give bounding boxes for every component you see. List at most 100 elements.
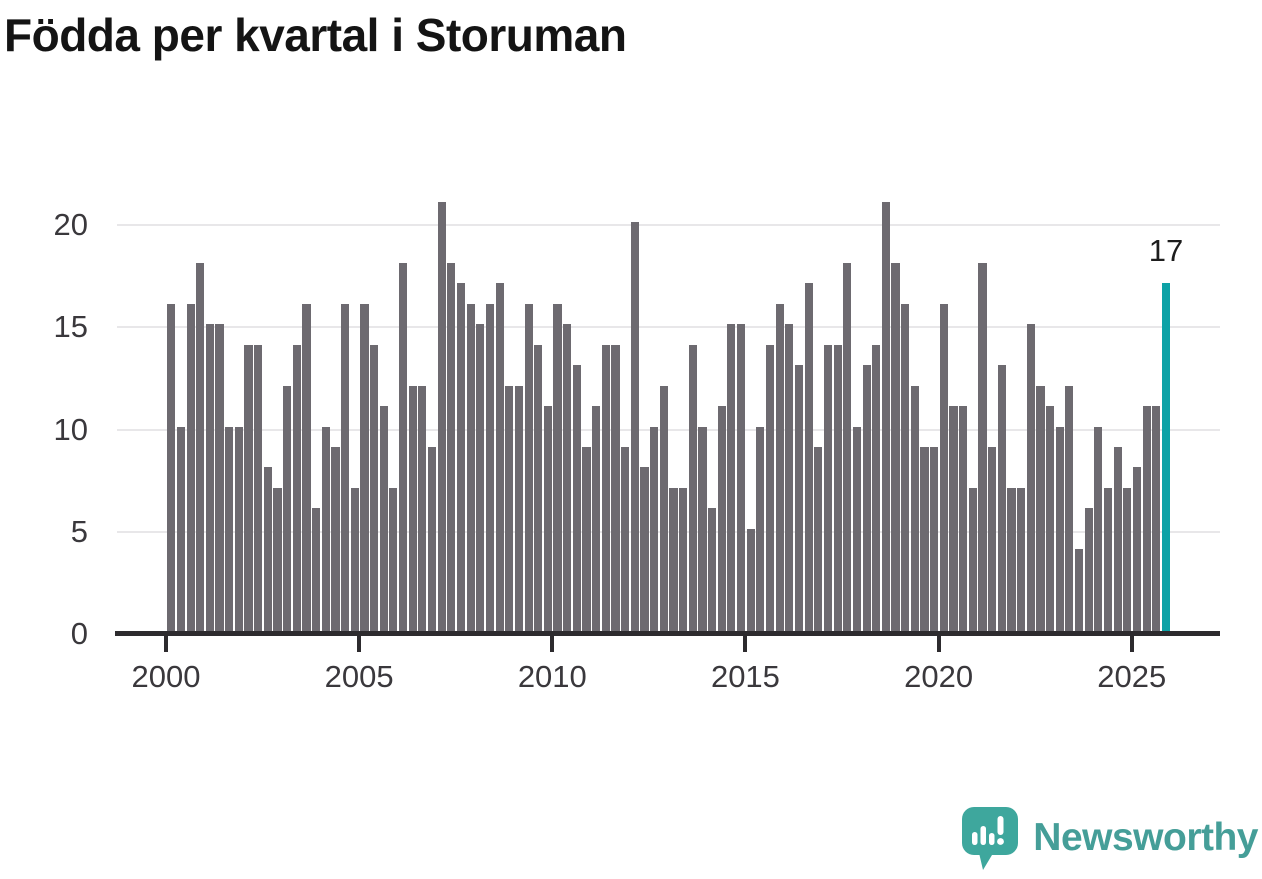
bar-2013-q3 bbox=[688, 344, 697, 631]
x-axis-line bbox=[115, 631, 1220, 636]
x-tick-2000 bbox=[164, 636, 168, 652]
bar-2018-q4 bbox=[891, 262, 900, 631]
bar-2023-q1 bbox=[1055, 426, 1064, 631]
bar-2006-q3 bbox=[418, 385, 427, 631]
bar-2000-q1 bbox=[167, 303, 176, 631]
bar-2020-q3 bbox=[959, 406, 968, 631]
bar-2023-q2 bbox=[1065, 385, 1074, 631]
bar-2011-q1 bbox=[592, 406, 601, 631]
bar-2019-q1 bbox=[901, 303, 910, 631]
bar-2019-q2 bbox=[910, 385, 919, 631]
bar-2012-q4 bbox=[659, 385, 668, 631]
bar-2008-q2 bbox=[485, 303, 495, 631]
gridline-y-20 bbox=[117, 224, 1220, 226]
bar-2007-q1 bbox=[437, 201, 446, 631]
bar-2019-q4 bbox=[930, 446, 939, 631]
bar-2016-q1 bbox=[785, 324, 794, 631]
bar-2014-q3 bbox=[727, 324, 736, 631]
bar-2006-q4 bbox=[427, 446, 437, 631]
bar-2005-q1 bbox=[360, 303, 369, 631]
bar-2012-q1 bbox=[630, 222, 639, 631]
bar-2021-q4 bbox=[1007, 487, 1016, 631]
x-axis-label-2005: 2005 bbox=[324, 659, 394, 694]
bar-2024-q1 bbox=[1094, 426, 1103, 631]
bar-2012-q3 bbox=[650, 426, 659, 631]
bar-2017-q3 bbox=[843, 262, 852, 631]
bar-2016-q4 bbox=[814, 446, 823, 631]
bar-2001-q1 bbox=[205, 324, 214, 631]
bar-2004-q2 bbox=[331, 446, 340, 631]
x-axis-label-2000: 2000 bbox=[131, 659, 201, 694]
x-axis-label-2015: 2015 bbox=[710, 659, 780, 694]
y-axis-label-5: 5 bbox=[70, 513, 88, 549]
y-axis-label-0: 0 bbox=[70, 616, 88, 651]
bar-2017-q1 bbox=[823, 344, 833, 631]
bar-2017-q4 bbox=[852, 426, 862, 631]
bar-2005-q2 bbox=[369, 344, 379, 631]
bar-2016-q2 bbox=[794, 365, 804, 631]
bar-2009-q3 bbox=[534, 344, 543, 631]
bar-2006-q2 bbox=[408, 385, 417, 631]
bar-2001-q4 bbox=[234, 426, 243, 631]
bar-2001-q3 bbox=[225, 426, 234, 631]
bar-2013-q1 bbox=[669, 487, 678, 631]
bar-2003-q2 bbox=[292, 344, 301, 631]
bar-2000-q3 bbox=[186, 303, 195, 631]
bar-2007-q3 bbox=[456, 283, 466, 631]
bar-2011-q2 bbox=[601, 344, 610, 631]
bar-2021-q3 bbox=[997, 365, 1006, 631]
bar-2004-q4 bbox=[350, 487, 359, 631]
bar-2025-q2 bbox=[1142, 406, 1151, 631]
bar-2018-q3 bbox=[881, 201, 890, 631]
x-tick-2020 bbox=[936, 636, 941, 652]
bar-2007-q2 bbox=[447, 262, 456, 631]
bar-2019-q3 bbox=[920, 446, 929, 631]
bar-2018-q2 bbox=[872, 344, 881, 631]
x-tick-2005 bbox=[357, 636, 362, 652]
bar-2011-q4 bbox=[621, 446, 630, 631]
bar-2005-q3 bbox=[379, 406, 388, 631]
bar-2025-q3 bbox=[1152, 406, 1161, 631]
bar-2002-q2 bbox=[254, 344, 263, 631]
bar-2020-q1 bbox=[939, 303, 948, 631]
bar-2002-q1 bbox=[244, 344, 253, 631]
bar-2009-q1 bbox=[514, 385, 524, 631]
bar-2002-q4 bbox=[273, 487, 282, 631]
gridline-y-15 bbox=[117, 326, 1220, 329]
y-axis-label-10: 10 bbox=[53, 411, 88, 447]
newsworthy-logo: Newsworthy bbox=[959, 805, 1258, 871]
bar-2025-q4 bbox=[1161, 283, 1171, 631]
bar-2022-q4 bbox=[1045, 406, 1055, 631]
bar-2023-q4 bbox=[1084, 508, 1093, 631]
bar-2015-q3 bbox=[765, 344, 775, 631]
y-axis-label-15: 15 bbox=[53, 309, 88, 345]
bar-2010-q1 bbox=[553, 303, 562, 631]
bar-2022-q1 bbox=[1017, 487, 1026, 631]
bar-2024-q4 bbox=[1123, 487, 1132, 631]
bar-2008-q3 bbox=[495, 283, 504, 631]
bar-2013-q4 bbox=[698, 426, 707, 631]
bar-2005-q4 bbox=[389, 487, 398, 631]
bar-2006-q1 bbox=[398, 262, 408, 631]
newsworthy-wordmark: Newsworthy bbox=[1033, 816, 1258, 859]
x-tick-2025 bbox=[1129, 636, 1134, 652]
bar-2014-q1 bbox=[707, 508, 717, 631]
page-title: Födda per kvartal i Storuman bbox=[4, 9, 627, 61]
newsworthy-bubble-bar-chart-icon bbox=[962, 807, 1019, 870]
bar-2002-q3 bbox=[263, 467, 272, 631]
bar-2004-q1 bbox=[321, 426, 330, 631]
bar-2017-q2 bbox=[833, 344, 842, 631]
bar-2009-q2 bbox=[524, 303, 533, 631]
gridline-y-10 bbox=[117, 428, 1220, 431]
bar-2021-q2 bbox=[988, 446, 997, 631]
bar-2000-q4 bbox=[196, 262, 205, 631]
bar-2011-q3 bbox=[611, 344, 620, 631]
x-tick-2010 bbox=[550, 636, 555, 652]
y-axis-label-20: 20 bbox=[53, 207, 88, 242]
bar-2012-q2 bbox=[640, 467, 649, 631]
bar-2003-q4 bbox=[312, 508, 321, 631]
bar-2008-q4 bbox=[505, 385, 514, 631]
bar-2003-q1 bbox=[283, 385, 292, 631]
bar-2018-q1 bbox=[862, 365, 871, 631]
